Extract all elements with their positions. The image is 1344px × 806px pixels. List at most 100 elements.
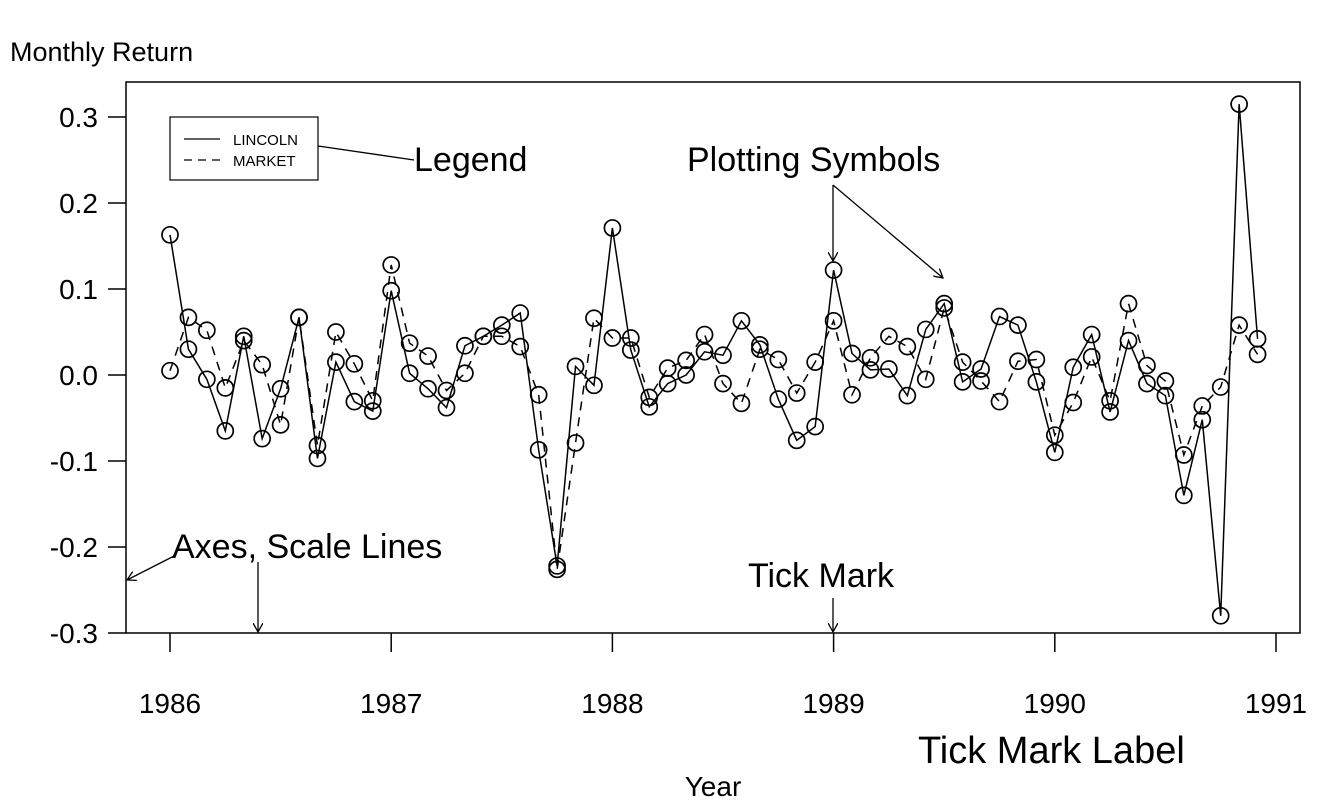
- data-point: [382, 256, 401, 274]
- data-point: [621, 341, 640, 359]
- data-point: [1211, 606, 1230, 625]
- data-point: [1045, 443, 1064, 462]
- data-point: [179, 308, 198, 327]
- data-point: [1230, 316, 1248, 334]
- data-point: [603, 329, 622, 347]
- data-point: [456, 336, 474, 355]
- data-point: [935, 294, 954, 313]
- x-tick-label: 1990: [1024, 688, 1086, 719]
- data-point: [548, 560, 566, 579]
- x-axis: 1986 1987 1988 1989 1990 1991: [139, 633, 1307, 719]
- data-point: [492, 316, 511, 334]
- data-point: [566, 434, 585, 452]
- data-point: [529, 440, 548, 459]
- data-point: [419, 347, 437, 365]
- y-tick-label: 0.0: [59, 360, 98, 391]
- y-tick-label: 0.1: [59, 274, 98, 305]
- data-point: [419, 379, 437, 398]
- data-point: [898, 386, 917, 405]
- plot-frame: [125, 81, 1301, 634]
- y-tick-label: -0.3: [50, 618, 98, 649]
- data-point: [824, 311, 843, 330]
- data-point: [345, 354, 364, 373]
- data-point: [824, 261, 843, 279]
- data-point: [677, 351, 695, 370]
- data-point: [253, 355, 272, 374]
- data-point: [1101, 391, 1119, 410]
- annotation-legend-pointer: [317, 145, 415, 161]
- data-point: [198, 321, 216, 340]
- legend: LINCOLN MARKET: [169, 116, 319, 181]
- data-point: [806, 353, 825, 371]
- data-point: [843, 344, 861, 363]
- data-point: [1211, 378, 1230, 396]
- x-tick-label: 1986: [139, 688, 201, 719]
- data-point: [843, 385, 861, 404]
- annotation-plotting-symbols: Plotting Symbols: [687, 141, 940, 179]
- data-point: [216, 379, 235, 397]
- x-tick-label: 1987: [360, 688, 422, 719]
- data-point: [474, 327, 493, 346]
- data-point: [1138, 374, 1156, 393]
- data-point: [1248, 345, 1267, 364]
- data-point: [234, 331, 253, 350]
- data-point: [714, 346, 732, 365]
- data-point: [1193, 410, 1212, 429]
- arrow-axes-1: [127, 554, 177, 580]
- data-point: [880, 327, 898, 346]
- data-point: [585, 376, 603, 395]
- data-point: [566, 357, 585, 376]
- data-point: [161, 225, 179, 244]
- data-point: [1230, 95, 1248, 113]
- data-point: [1009, 316, 1027, 334]
- data-point: [1119, 331, 1138, 350]
- data-point: [179, 340, 198, 359]
- data-point: [695, 325, 714, 344]
- data-point: [769, 390, 788, 408]
- annotation-legend: Legend: [414, 141, 527, 179]
- data-point: [769, 350, 788, 369]
- data-point: [751, 340, 769, 359]
- annotation-axes: Axes, Scale Lines: [172, 528, 442, 566]
- x-tick-label: 1989: [802, 688, 864, 719]
- data-point: [953, 353, 972, 371]
- data-point: [898, 337, 917, 356]
- data-point: [327, 353, 345, 371]
- data-point: [603, 219, 622, 237]
- data-point: [308, 449, 327, 468]
- legend-label-lincoln: LINCOLN: [233, 132, 298, 149]
- data-point: [1174, 486, 1193, 505]
- data-point: [345, 392, 364, 411]
- y-axis-label: Monthly Return: [10, 37, 193, 67]
- data-point: [437, 381, 456, 400]
- data-point: [1174, 446, 1193, 464]
- data-point: [916, 370, 935, 389]
- data-point: [585, 309, 603, 328]
- data-point: [972, 372, 990, 390]
- data-point: [1045, 426, 1064, 445]
- data-point: [1119, 294, 1138, 313]
- data-point: [437, 398, 456, 417]
- y-axis: -0.3 -0.2 -0.1 0.0 0.1 0.2 0.3: [50, 102, 126, 649]
- data-point: [511, 304, 530, 322]
- data-point: [511, 337, 530, 356]
- data-point: [1082, 348, 1101, 366]
- data-point: [456, 364, 474, 383]
- data-point: [640, 388, 659, 407]
- data-point: [695, 342, 714, 361]
- legend-label-market: MARKET: [233, 153, 296, 170]
- data-point: [1138, 356, 1156, 375]
- data-point: [916, 320, 935, 339]
- data-point: [1082, 325, 1101, 344]
- arrow-plotting-symbols-2: [832, 184, 943, 278]
- data-point: [1101, 403, 1119, 421]
- data-point: [363, 391, 382, 410]
- data-point: [714, 374, 732, 393]
- data-point: [935, 299, 954, 317]
- data-point: [216, 422, 235, 440]
- y-tick-label: 0.2: [59, 188, 98, 219]
- x-tick-label: 1991: [1245, 688, 1307, 719]
- series-line-market: [169, 264, 1259, 570]
- data-point: [234, 327, 253, 346]
- data-point: [529, 385, 548, 404]
